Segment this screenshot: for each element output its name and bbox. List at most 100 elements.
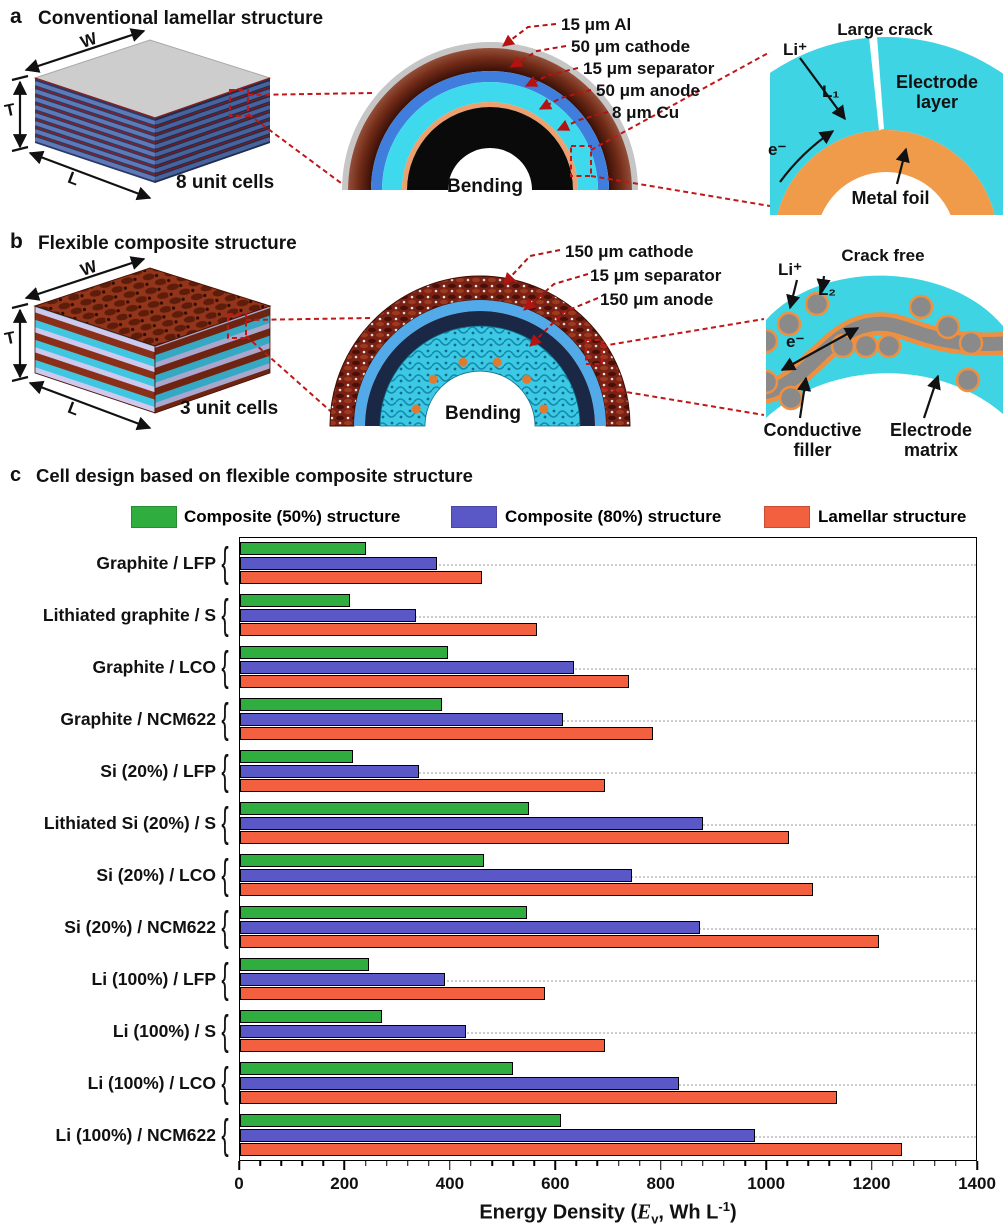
bar-series-2 [240,1143,903,1156]
panel-c-letter: c [10,464,22,486]
gridline [240,720,976,722]
gridline [240,980,976,982]
plot-area [239,537,977,1161]
y-axis-category-labels: Graphite / LFP{Lithiated graphite / S{Gr… [0,537,233,1161]
x-tick [301,1161,303,1166]
dimension-arrows [11,28,152,201]
x-tick [912,1161,915,1166]
layer-annotation-arrows [503,249,599,347]
bar-series-2 [240,883,814,896]
x-axis-tick-labels: 0 200 400 600 800 1000 1200 1400 [234,1174,996,1196]
x-axis-label-superscript: -1 [718,1199,730,1214]
bar-series-0 [240,1114,561,1127]
bar-group [240,590,976,642]
x-tick [744,1161,746,1166]
bar-series-2 [240,727,653,740]
bar-series-0 [240,802,530,815]
crack-shape [869,36,884,130]
bar-series-1 [240,1128,756,1142]
panel-b-title: Flexible composite structure [38,233,297,254]
bar-group [240,538,976,590]
panel-a: a Conventional lamellar structure W T L … [0,0,1003,228]
bar-series-0 [240,542,367,555]
category-label: Lithiated graphite / S [42,604,216,625]
x-axis-label-suffix: ) [729,1201,737,1224]
zoom-link-slab [227,313,373,417]
legend-swatch-composite80 [451,506,497,528]
category-row: Li (100%) / NCM622{ [0,1109,233,1161]
bar-group [240,1110,976,1162]
x-axis-label-symbol: E [637,1199,652,1224]
li-ion-label: Li⁺ [783,40,808,59]
panel-c: c Cell design based on flexible composit… [0,462,1003,1229]
category-label: Graphite / LFP [96,552,216,573]
legend-swatch-composite50 [131,506,177,528]
bar-group [240,850,976,902]
bar-series-1 [240,972,446,986]
x-tick [870,1161,873,1170]
category-brace: { [221,643,229,691]
x-tick [891,1161,894,1166]
x-tick [828,1161,831,1166]
bar-series-2 [240,1091,837,1104]
x-tick [786,1161,788,1166]
zoom-link-arch [585,318,765,416]
x-tick-label: 0 [234,1174,244,1193]
gridline [240,1032,976,1034]
lamellar-slab [33,39,272,183]
panel-a-art [11,23,1003,215]
category-label: Si (20%) / LFP [100,760,216,781]
bar-series-0 [240,646,448,659]
category-row: Li (100%) / LFP{ [0,953,233,1005]
bar-series-1 [240,920,700,934]
x-tick [322,1161,325,1166]
panel-a-letter: a [10,5,22,28]
unit-cells-label: 8 unit cells [176,172,275,193]
x-tick-label: 1400 [958,1174,996,1193]
x-tick [512,1161,514,1166]
bar-series-1 [240,764,419,778]
category-brace: { [221,955,229,1003]
x-tick [976,1161,978,1170]
bending-label: Bending [445,403,521,424]
x-axis-label-middle: , Wh L [658,1201,719,1224]
x-tick [659,1161,662,1170]
bar-group [240,642,976,694]
bar-series-2 [240,779,606,792]
category-brace: { [221,591,229,639]
category-label: Li (100%) / LCO [87,1072,216,1093]
category-label: Lithiated Si (20%) / S [43,812,216,833]
electron-label: e⁻ [786,332,805,351]
x-tick [238,1161,240,1170]
filler-particles [766,291,984,411]
bar-series-0 [240,1010,382,1023]
x-tick [765,1161,767,1170]
bar-series-1 [240,1024,467,1038]
category-row: Graphite / NCM622{ [0,693,233,745]
category-brace: { [221,747,229,795]
x-tick [955,1161,957,1166]
x-tick-label: 600 [541,1174,570,1193]
x-tick [934,1161,936,1166]
bar-series-2 [240,675,630,688]
bar-series-2 [240,831,790,844]
x-tick-label: 400 [435,1174,465,1193]
category-row: Lithiated Si (20%) / S{ [0,797,233,849]
gridline [240,668,976,670]
category-row: Li (100%) / S{ [0,1005,233,1057]
gridline [240,772,976,774]
x-tick [638,1161,641,1166]
bar-series-2 [240,935,879,948]
bar-group [240,954,976,1006]
layer-label-separator: 15 μm separator [583,59,715,78]
bar-series-0 [240,750,354,763]
bar-group [240,746,976,798]
bar-series-2 [240,1039,606,1052]
bar-series-1 [240,1076,679,1090]
x-tick-label: 800 [646,1174,675,1193]
gridline [240,564,976,566]
category-brace: { [221,1111,229,1159]
composite-slab [33,267,272,414]
layer-label-cu: 8 μm Cu [612,103,680,122]
